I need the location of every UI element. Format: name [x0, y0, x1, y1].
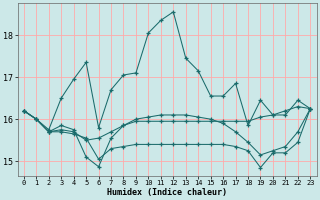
X-axis label: Humidex (Indice chaleur): Humidex (Indice chaleur)	[107, 188, 227, 197]
